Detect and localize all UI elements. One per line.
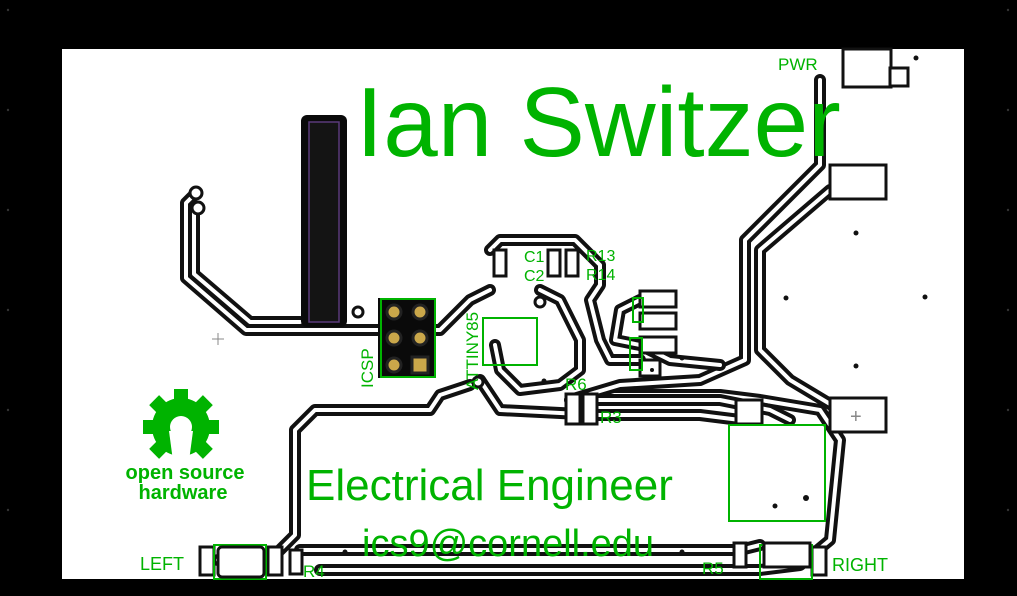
pads xyxy=(188,185,828,577)
label-r6: R6 xyxy=(565,375,587,394)
label-pwr: PWR xyxy=(778,55,818,74)
oshw-line1: open source xyxy=(126,462,245,484)
right-button xyxy=(762,541,812,569)
silkscreen-outlines xyxy=(213,297,826,580)
label-attiny85: ATTINY85 xyxy=(463,312,482,390)
left-button xyxy=(216,545,266,579)
label-r3: R3 xyxy=(600,408,622,427)
vias xyxy=(342,55,928,555)
battery-holder-inner xyxy=(308,121,340,323)
battery-pad-top xyxy=(828,163,888,201)
label-left: LEFT xyxy=(140,554,184,574)
attiny85-footprint xyxy=(482,317,538,366)
label-r14: R14 xyxy=(586,267,615,284)
label-r4: R4 xyxy=(303,562,325,581)
oshw-gear-icon xyxy=(143,389,219,461)
label-c1: C1 xyxy=(524,249,545,266)
pwr-switch-tab xyxy=(888,66,910,88)
oshw-line2: hardware xyxy=(139,482,228,504)
board-email: ics9@cornell.edu xyxy=(362,523,654,565)
pwr-switch xyxy=(841,47,893,89)
board-title: Electrical Engineer xyxy=(306,461,673,510)
label-r13: R13 xyxy=(586,248,615,265)
label-r5: R5 xyxy=(702,559,724,578)
icsp-header xyxy=(378,298,436,378)
fiducials xyxy=(212,333,224,345)
label-right: RIGHT xyxy=(832,555,888,575)
battery-pad-bottom xyxy=(828,396,888,434)
label-plus: + xyxy=(850,406,862,428)
grid-dots xyxy=(6,8,1010,512)
label-c2: C2 xyxy=(524,268,545,285)
board-outline xyxy=(62,49,964,579)
board-name: Ian Switzer xyxy=(356,67,841,177)
label-icsp: ICSP xyxy=(358,348,377,388)
